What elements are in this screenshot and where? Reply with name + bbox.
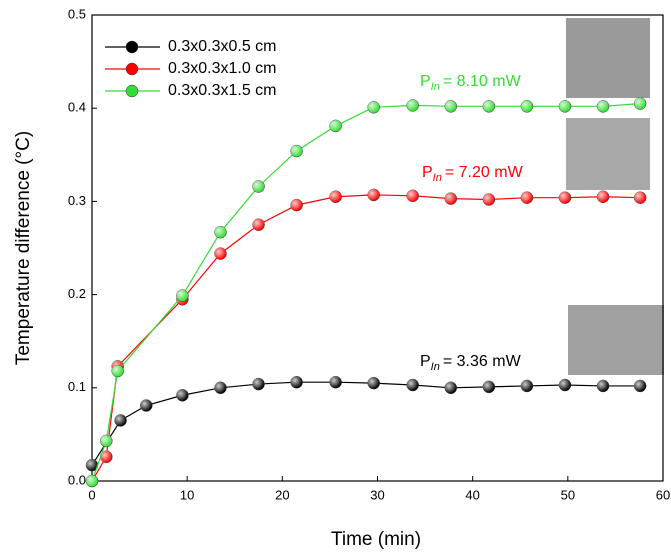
point-shine xyxy=(329,190,342,203)
point-shine xyxy=(520,191,533,204)
point-shine xyxy=(367,377,380,390)
point-shine xyxy=(558,191,571,204)
point-shine xyxy=(634,191,647,204)
annotation-symbol: P xyxy=(420,353,431,370)
annotation: PIn = 8.10 mW xyxy=(420,73,522,93)
series-line xyxy=(91,102,641,482)
x-tick-label: 0 xyxy=(88,487,95,502)
series-line xyxy=(91,194,641,482)
point-shine xyxy=(520,379,533,392)
point-shine xyxy=(252,218,265,231)
y-tick-label: 0.1 xyxy=(68,379,86,394)
annotation: PIn = 7.20 mW xyxy=(422,164,524,184)
point-shine xyxy=(482,193,495,206)
legend-marker xyxy=(125,62,139,76)
series-line xyxy=(91,381,641,466)
point-shine xyxy=(252,378,265,391)
point-shine xyxy=(176,389,189,402)
point-shine xyxy=(597,100,610,113)
point-shine xyxy=(290,376,303,389)
annotation-text: = 8.10 mW xyxy=(443,73,522,90)
point-shine xyxy=(558,100,571,113)
legend-label: 0.3x0.3x0.5 cm xyxy=(168,38,277,55)
y-tick-label: 0.3 xyxy=(68,193,86,208)
point-shine xyxy=(214,247,227,260)
point-shine xyxy=(444,100,457,113)
point-shine xyxy=(290,199,303,212)
point-shine xyxy=(111,365,124,378)
annotation: PIn = 3.36 mW xyxy=(420,353,522,373)
point-shine xyxy=(597,190,610,203)
point-shine xyxy=(634,97,647,110)
point-shine xyxy=(86,475,98,487)
y-tick-label: 0.4 xyxy=(68,100,86,115)
point-shine xyxy=(114,414,127,427)
point-shine xyxy=(444,192,457,205)
photo xyxy=(568,305,664,375)
y-tick-label: 0.5 xyxy=(68,6,86,21)
point-shine xyxy=(367,188,380,201)
point-shine xyxy=(406,99,419,112)
point-shine xyxy=(140,399,153,412)
photo xyxy=(566,18,650,98)
y-axis-label: Temperature difference (°C) xyxy=(13,131,34,365)
legend-label: 0.3x0.3x1.5 cm xyxy=(168,82,277,99)
point-shine xyxy=(597,379,610,392)
point-shine xyxy=(406,379,419,392)
point-shine xyxy=(482,380,495,393)
point-shine xyxy=(100,450,113,463)
x-tick-label: 20 xyxy=(275,487,289,502)
point-shine xyxy=(329,119,342,132)
point-shine xyxy=(329,376,342,389)
point-shine xyxy=(214,381,227,394)
point-shine xyxy=(520,100,533,113)
point-shine xyxy=(482,100,495,113)
legend-marker xyxy=(125,40,139,54)
legend-marker xyxy=(125,84,139,98)
point-shine xyxy=(290,145,303,158)
annotation-text: = 7.20 mW xyxy=(445,164,524,181)
point-shine xyxy=(214,226,227,239)
point-shine xyxy=(444,381,457,394)
point-shine xyxy=(558,379,571,392)
annotation-subscript: In xyxy=(431,361,440,373)
point-shine xyxy=(176,289,189,302)
annotation-symbol: P xyxy=(422,164,433,181)
annotation-text: = 3.36 mW xyxy=(443,353,522,370)
point-shine xyxy=(252,180,265,193)
x-tick-label: 60 xyxy=(656,487,670,502)
annotation-subscript: In xyxy=(433,172,442,184)
x-tick-label: 30 xyxy=(370,487,384,502)
x-tick-label: 50 xyxy=(561,487,575,502)
point-shine xyxy=(86,459,98,472)
x-axis-label: Time (min) xyxy=(331,529,421,550)
y-tick-label: 0.2 xyxy=(68,286,86,301)
annotation-subscript: In xyxy=(431,81,440,93)
point-shine xyxy=(406,189,419,202)
x-tick-label: 10 xyxy=(180,487,194,502)
point-shine xyxy=(100,434,113,447)
annotation-symbol: P xyxy=(420,73,431,90)
photo xyxy=(566,118,650,190)
x-tick-label: 40 xyxy=(465,487,479,502)
point-shine xyxy=(367,101,380,114)
y-tick-label: 0.0 xyxy=(68,472,86,487)
point-shine xyxy=(634,379,647,392)
legend-label: 0.3x0.3x1.0 cm xyxy=(168,60,277,77)
